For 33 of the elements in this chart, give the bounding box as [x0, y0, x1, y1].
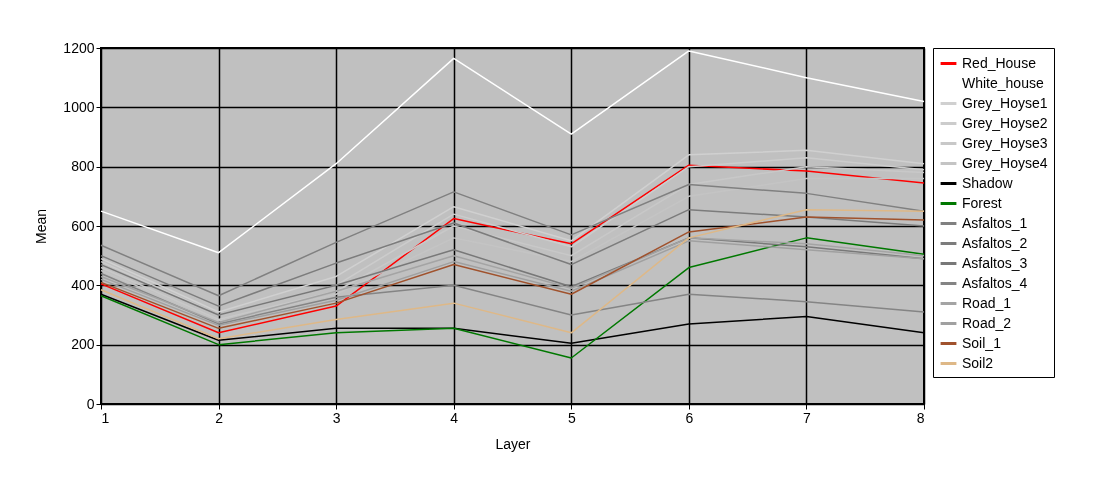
legend-label: Soil2 — [962, 354, 994, 371]
legend-label: Shadow — [962, 174, 1014, 191]
x-axis-title: Layer — [495, 435, 531, 452]
legend-label: Red_House — [962, 54, 1037, 71]
legend-label: Road_2 — [962, 314, 1012, 331]
y-tick-label: 400 — [71, 276, 95, 293]
legend-label: Grey_Hoyse4 — [962, 154, 1048, 171]
legend-label: Asfaltos_2 — [962, 234, 1028, 251]
x-tick-label: 7 — [803, 409, 812, 426]
legend-label: Grey_Hoyse2 — [962, 114, 1048, 131]
y-tick-label: 1000 — [63, 98, 95, 115]
legend-label: Road_1 — [962, 294, 1012, 311]
legend-label: Asfaltos_1 — [962, 214, 1028, 231]
legend-label: Soil_1 — [962, 334, 1002, 351]
legend-label: Asfaltos_4 — [962, 274, 1028, 291]
y-tick-label: 1200 — [63, 39, 95, 56]
y-tick-label: 0 — [86, 395, 95, 412]
legend-label: Asfaltos_3 — [962, 254, 1028, 271]
x-tick-label: 4 — [450, 409, 459, 426]
y-axis-title: Mean — [33, 208, 50, 245]
y-tick-label: 200 — [71, 336, 95, 353]
legend-label: Grey_Hoyse1 — [962, 94, 1048, 111]
legend-label: Forest — [962, 194, 1002, 211]
y-tick-label: 600 — [71, 217, 95, 234]
text: White_house — [962, 74, 1044, 91]
x-tick-label: 8 — [916, 409, 925, 426]
y-tick-label: 800 — [71, 158, 95, 175]
x-tick-label: 3 — [332, 409, 341, 426]
x-tick-label: 6 — [685, 409, 694, 426]
legend-label: Grey_Hoyse3 — [962, 134, 1048, 151]
x-tick-label: 5 — [567, 409, 576, 426]
x-tick-label: 1 — [101, 409, 110, 426]
x-tick-label: 2 — [215, 409, 224, 426]
